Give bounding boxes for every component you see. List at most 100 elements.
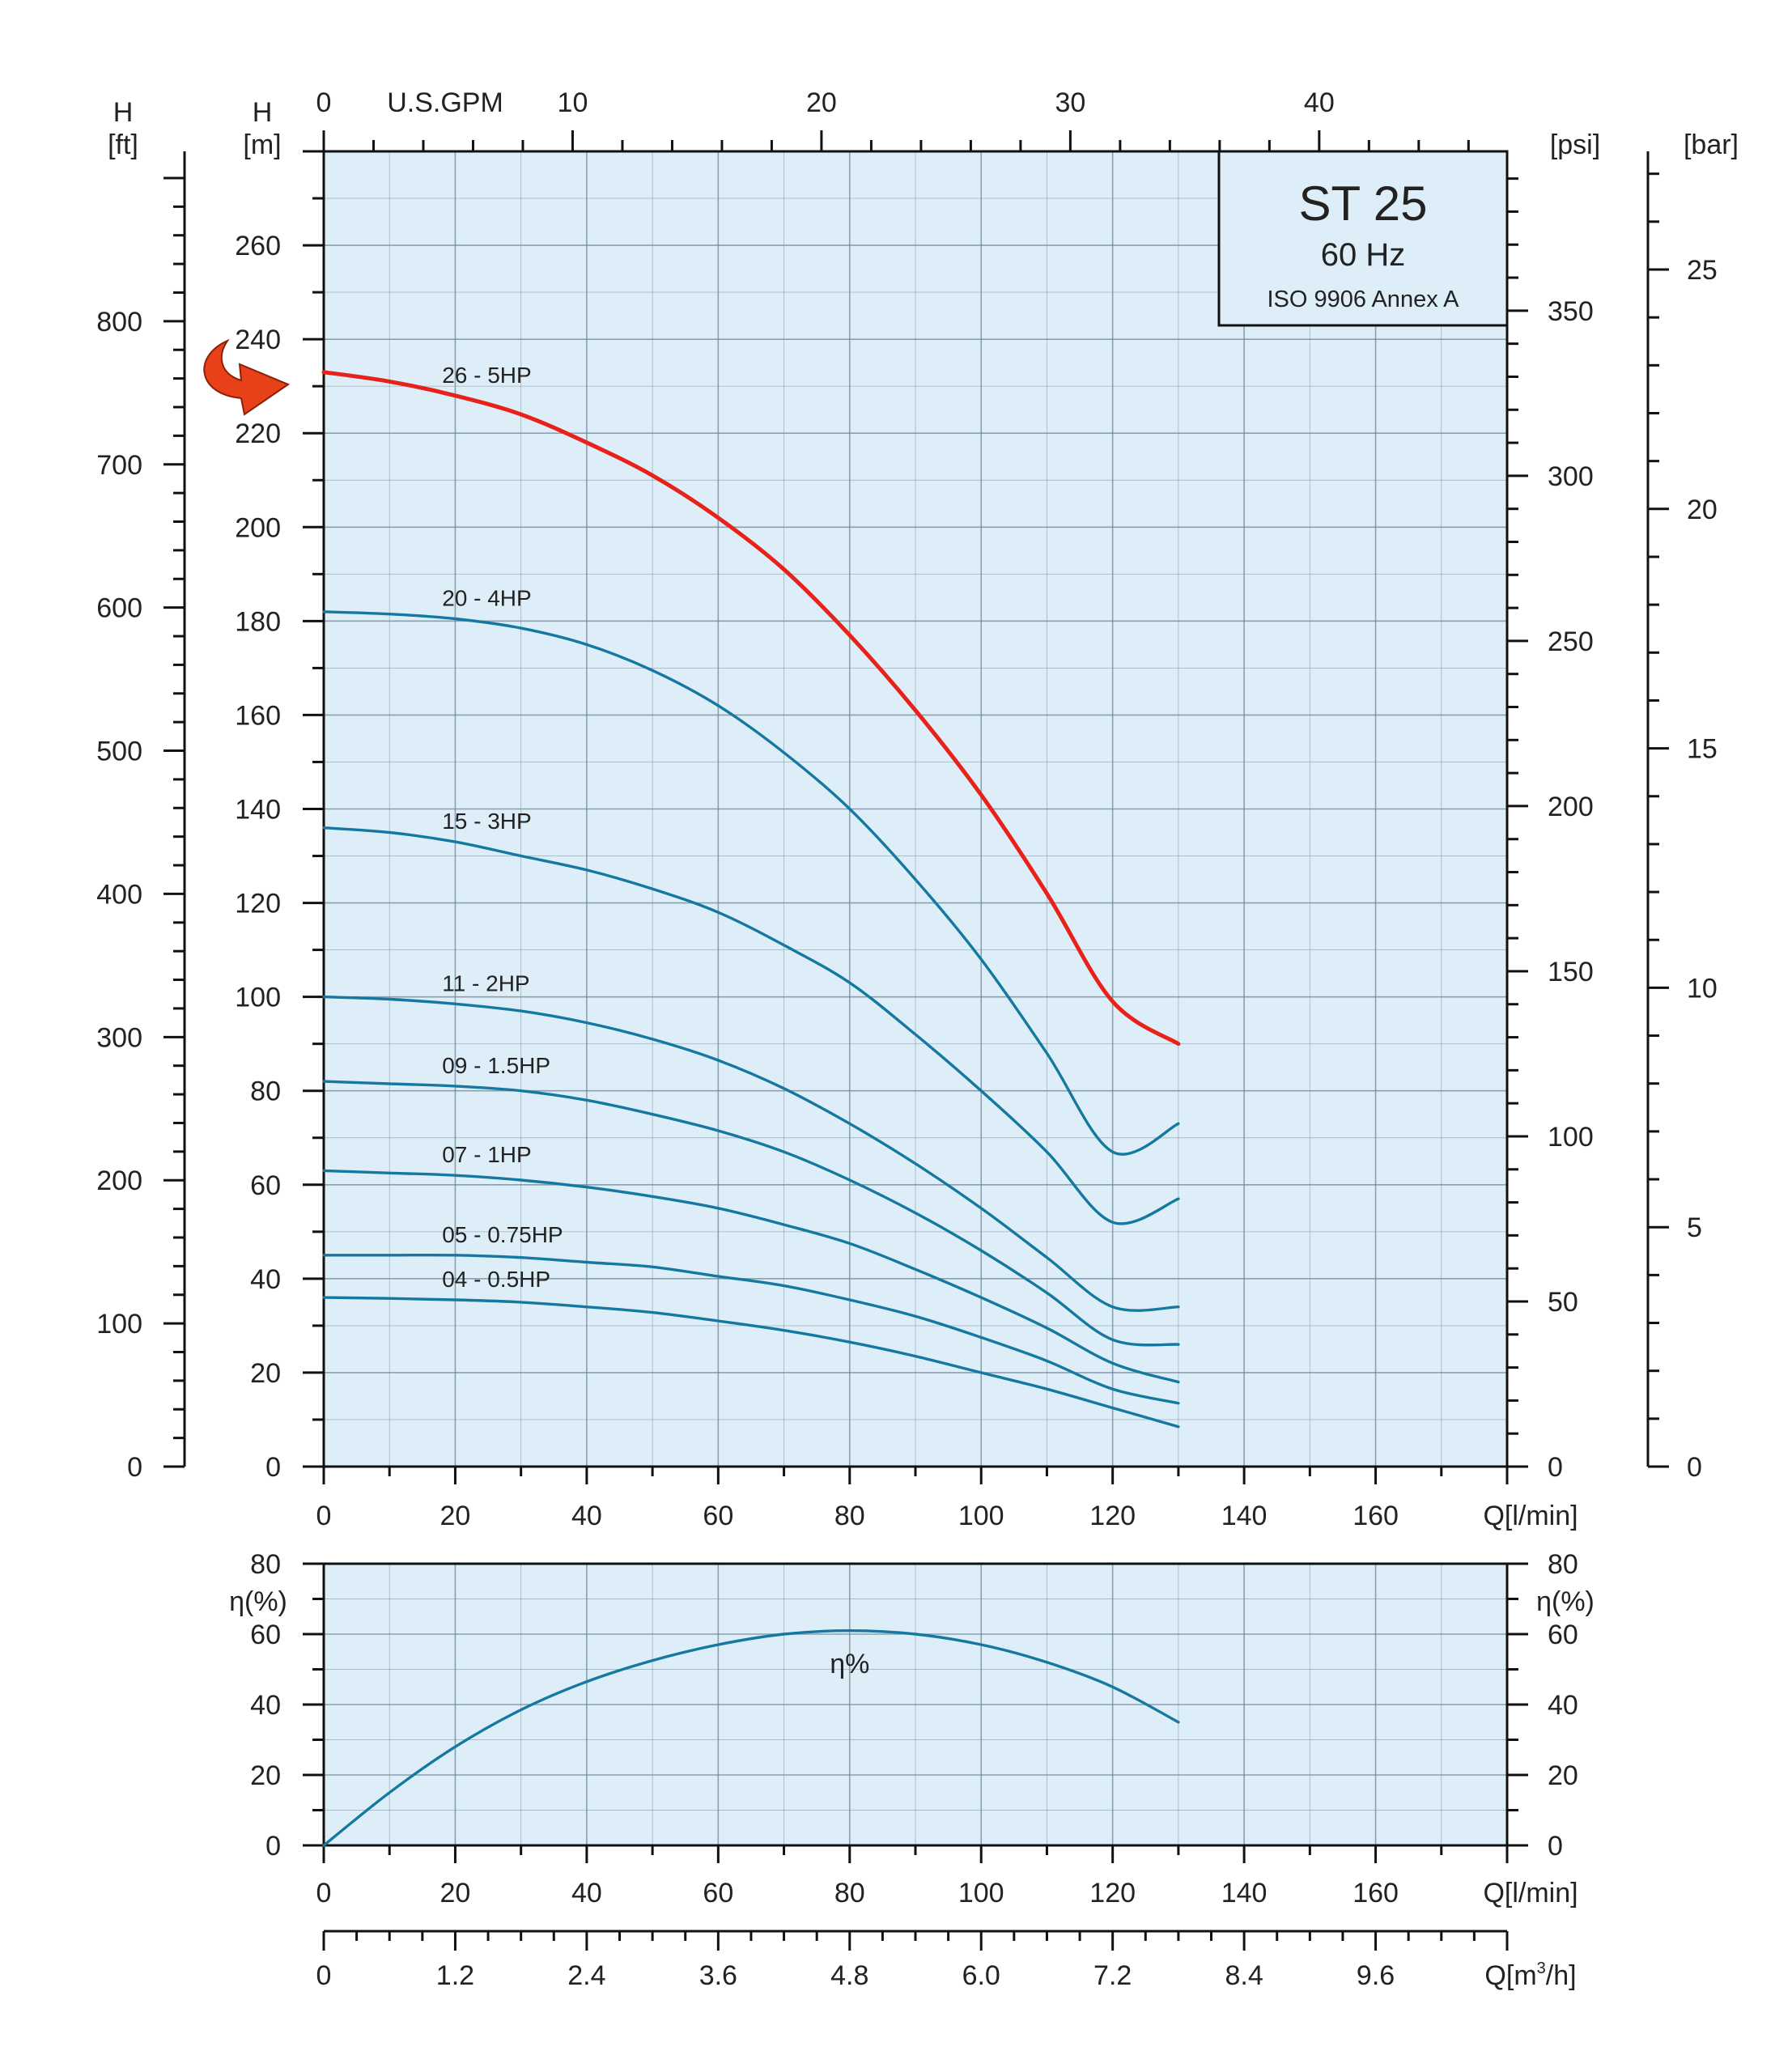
- tick-label-q-lmin: 0: [316, 1501, 332, 1531]
- curve-label-09-1-5hp: 09 - 1.5HP: [442, 1053, 550, 1078]
- tick-label-h-ft: 600: [96, 593, 142, 624]
- tick-label-bar: 25: [1687, 255, 1718, 286]
- tick-label-q-m3h: 3.6: [699, 1960, 737, 1991]
- tick-label-eta-q: 140: [1221, 1878, 1268, 1909]
- tick-label-eta-q: 100: [958, 1878, 1004, 1909]
- axis-label-eta-left: η(%): [229, 1586, 287, 1617]
- tick-label-q-lmin: 120: [1089, 1501, 1136, 1531]
- title-box: ST 25 60 Hz ISO 9906 Annex A: [1217, 150, 1509, 327]
- head-curve-05-0-75hp: [322, 1253, 1180, 1405]
- tick-label-q-lmin: 140: [1221, 1501, 1268, 1531]
- head-curve-11-2hp: [322, 995, 1180, 1312]
- tick-label-h-m: 140: [235, 795, 281, 826]
- tick-label-h-m: 180: [235, 606, 281, 637]
- tick-label-q-lmin: 40: [571, 1501, 602, 1531]
- curve-labels: 26 - 5HP 20 - 4HP 15 - 3HP 11 - 2HP 09 - 1.5…: [442, 363, 869, 1679]
- axis-label-q-lmin-bottom: Q[l/min]: [1483, 1878, 1578, 1909]
- tick-label-h-m: 260: [235, 231, 281, 261]
- tick-label-eta-right: 60: [1548, 1620, 1578, 1650]
- tick-label-h-ft: 800: [96, 307, 142, 338]
- axis-label-psi: [psi]: [1550, 130, 1600, 160]
- tick-label-h-ft: 400: [96, 879, 142, 910]
- axis-label-q-lmin-top: Q[l/min]: [1483, 1501, 1578, 1531]
- axis-label-gpm: U.S.GPM: [387, 87, 503, 118]
- curve-label-26-5hp: 26 - 5HP: [442, 363, 532, 388]
- tick-label-q-m3h: 8.4: [1225, 1960, 1263, 1991]
- title-standard: ISO 9906 Annex A: [1267, 287, 1459, 312]
- tick-label-eta-left: 40: [250, 1690, 281, 1721]
- tick-label-h-m: 40: [250, 1264, 281, 1295]
- tick-label-eta-right: 40: [1548, 1690, 1578, 1721]
- tick-label-q-lmin: 160: [1352, 1501, 1399, 1531]
- curve-label-11-2hp: 11 - 2HP: [442, 970, 529, 996]
- tick-label-h-m: 20: [250, 1358, 281, 1389]
- title-box-frame: [1217, 150, 1509, 327]
- tick-label-h-m: 240: [235, 325, 281, 355]
- tick-label-h-m: 200: [235, 512, 281, 543]
- axis-label-h-m-unit: [m]: [243, 130, 281, 160]
- tick-label-eta-q: 160: [1352, 1878, 1399, 1909]
- tick-label-bar: 10: [1687, 973, 1718, 1004]
- tick-label-h-ft: 0: [127, 1452, 142, 1483]
- tick-label-bar: 0: [1687, 1452, 1702, 1483]
- tick-label-q-m3h: 7.2: [1093, 1960, 1132, 1991]
- tick-label-q-lmin: 60: [703, 1501, 733, 1531]
- tick-label-h-m: 160: [235, 700, 281, 731]
- tick-label-q-m3h: 4.8: [830, 1960, 868, 1991]
- head-curve-26-5hp: [321, 370, 1181, 1047]
- tick-label-q-m3h: 6.0: [962, 1960, 1000, 1991]
- tick-label-eta-q: 40: [571, 1878, 602, 1909]
- axis-label-q-m3h: Q[m3/h]: [1484, 1959, 1576, 1991]
- tick-label-h-m: 80: [250, 1076, 281, 1107]
- axes: [163, 130, 1669, 1951]
- tick-label-q-lmin: 20: [440, 1501, 471, 1531]
- axis-label-eta-right: η(%): [1536, 1586, 1595, 1617]
- tick-label-psi: 0: [1548, 1452, 1563, 1483]
- tick-label-psi: 150: [1548, 957, 1594, 987]
- tick-label-eta-right: 20: [1548, 1760, 1578, 1791]
- tick-label-q-m3h: 2.4: [567, 1960, 605, 1991]
- axis-label-h-m: H: [253, 97, 273, 128]
- tick-label-h-ft: 500: [96, 737, 142, 767]
- tick-label-q-m3h: 9.6: [1357, 1960, 1395, 1991]
- tick-label-eta-left: 0: [265, 1831, 281, 1862]
- tick-label-gpm: 30: [1055, 87, 1085, 118]
- axis-label-h-ft: H: [113, 97, 134, 128]
- tick-label-psi: 250: [1548, 626, 1594, 657]
- curve-label-20-4hp: 20 - 4HP: [442, 585, 532, 610]
- curve-label-15-3hp: 15 - 3HP: [442, 809, 532, 834]
- tick-label-eta-q: 60: [703, 1878, 733, 1909]
- efficiency-curve-label: η%: [830, 1649, 869, 1679]
- tick-label-h-m: 100: [235, 983, 281, 1013]
- tick-label-eta-q: 20: [440, 1878, 471, 1909]
- title-frequency: 60 Hz: [1321, 237, 1406, 273]
- efficiency-curve: [322, 1629, 1180, 1847]
- axis-label-q-m3h-base: Q[m: [1484, 1960, 1536, 1991]
- highlight-arrow-icon: [203, 338, 291, 416]
- head-curve-04-0-5hp: [322, 1296, 1180, 1429]
- tick-label-eta-left: 60: [250, 1620, 281, 1650]
- head-curve-20-4hp: [322, 610, 1180, 1156]
- head-curve-09-1-5hp: [322, 1080, 1180, 1347]
- curves: [321, 370, 1181, 1847]
- tick-label-h-ft: 700: [96, 450, 142, 481]
- curve-label-07-1hp: 07 - 1HP: [442, 1142, 532, 1167]
- tick-label-eta-left: 80: [250, 1549, 281, 1580]
- tick-label-q-m3h: 1.2: [436, 1960, 474, 1991]
- axis-label-bar: [bar]: [1684, 130, 1739, 160]
- axis-label-q-m3h-end: /h]: [1546, 1960, 1577, 1991]
- tick-label-h-m: 120: [235, 889, 281, 919]
- tick-label-h-ft: 100: [96, 1309, 142, 1340]
- head-curve-15-3hp: [322, 826, 1180, 1225]
- title-model: ST 25: [1299, 176, 1428, 231]
- axis-label-h-ft-unit: [ft]: [108, 130, 138, 160]
- tick-label-psi: 350: [1548, 296, 1594, 327]
- curve-label-04-0-5hp: 04 - 0.5HP: [442, 1267, 550, 1292]
- tick-label-gpm: 20: [806, 87, 837, 118]
- tick-label-bar: 5: [1687, 1212, 1702, 1243]
- tick-label-eta-left: 20: [250, 1760, 281, 1791]
- tick-label-psi: 200: [1548, 792, 1594, 822]
- tick-label-psi: 100: [1548, 1122, 1594, 1153]
